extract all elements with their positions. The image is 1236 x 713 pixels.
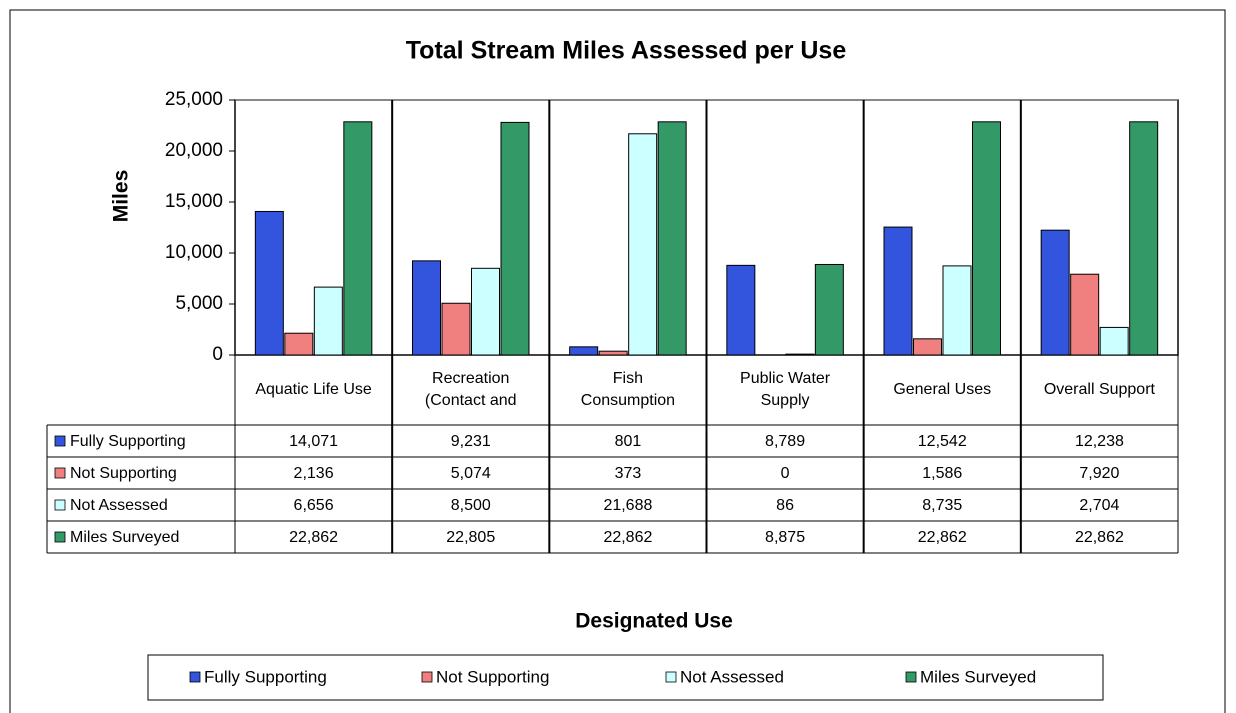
data-label: 22,862 [603,529,652,546]
data-label: 22,862 [918,529,967,546]
data-label: 86 [776,497,794,514]
row-label: Fully Supporting [70,433,186,450]
bar [1129,121,1159,356]
x-tick-label: Overall Support [1043,381,1155,398]
bar [441,302,471,356]
y-tick-label: 0 [212,344,223,365]
x-tick-label: Recreation (Contact and [424,370,517,409]
y-tick-label: 15,000 [165,191,223,212]
data-label: 21,688 [603,497,652,514]
legend-label: Not Supporting [436,667,549,686]
bar [254,210,284,356]
data-label: 8,875 [765,529,805,546]
y-axis-label: Miles [110,170,133,223]
legend-swatch [54,435,66,447]
y-tick-label: 25,000 [165,89,223,110]
legend-swatch [54,499,66,511]
y-tick-label: 10,000 [165,242,223,263]
data-label: 8,500 [451,497,491,514]
bar [412,260,441,356]
data-label: 12,542 [918,433,967,450]
data-label: 0 [781,465,790,482]
x-tick-label: General Uses [893,381,992,398]
row-label: Not Supporting [70,465,177,482]
bar [598,350,628,356]
bar [471,267,500,356]
y-tick-label: 5,000 [175,293,223,314]
x-tick-label: Aquatic Life Use [255,381,372,398]
data-label: 6,656 [294,497,334,514]
row-label: Not Assessed [70,497,168,514]
bar [569,346,599,356]
x-tick-label: Fish Consumption [580,370,676,409]
category-cell: Overall Support [1021,355,1178,425]
bar [942,265,972,356]
chart-frame [9,9,1226,713]
data-label: 8,789 [765,433,805,450]
data-label: 373 [615,465,642,482]
legend-label: Not Assessed [680,667,784,686]
data-label: 22,805 [446,529,495,546]
legend-box [147,654,1104,701]
bar [1099,326,1129,356]
category-cell: Public Water Supply [707,355,864,425]
bar [785,353,815,356]
bar [1040,229,1070,356]
data-label: 1,586 [922,465,962,482]
data-label: 12,238 [1075,433,1124,450]
chart-title: Total Stream Miles Assessed per Use [406,37,847,65]
category-cell: Recreation (Contact and [392,355,549,425]
row-label: Miles Surveyed [70,529,179,546]
bar [726,264,756,356]
data-label: 5,074 [451,465,491,482]
data-label: 14,071 [289,433,338,450]
legend-swatch [905,671,917,683]
legend-swatch [665,671,677,683]
bar [814,263,844,356]
bar [628,133,658,356]
legend-label: Miles Surveyed [920,667,1036,686]
x-axis-label: Designated Use [575,610,733,633]
data-label: 2,136 [294,465,334,482]
bar [913,338,942,356]
legend-label: Fully Supporting [204,667,327,686]
category-cell: Fish Consumption [549,355,706,425]
data-label: 2,704 [1079,497,1119,514]
data-label: 801 [615,433,642,450]
y-tick-label: 20,000 [165,140,223,161]
bar [883,226,913,356]
category-cell: Aquatic Life Use [235,355,392,425]
bar [313,286,343,356]
bar [1070,273,1100,356]
data-label: 8,735 [922,497,962,514]
data-label: 7,920 [1079,465,1119,482]
legend-swatch [189,671,201,683]
bar [500,121,530,356]
bar [972,121,1001,356]
category-cell: General Uses [864,355,1021,425]
legend-swatch [54,531,66,543]
bar [343,121,373,356]
data-label: 22,862 [1075,529,1124,546]
x-tick-label: Public Water Supply [740,370,831,409]
bar [657,121,687,356]
data-label: 9,231 [451,433,491,450]
bar [284,332,314,356]
data-label: 22,862 [289,529,338,546]
legend-swatch [54,467,66,479]
legend-swatch [421,671,433,683]
